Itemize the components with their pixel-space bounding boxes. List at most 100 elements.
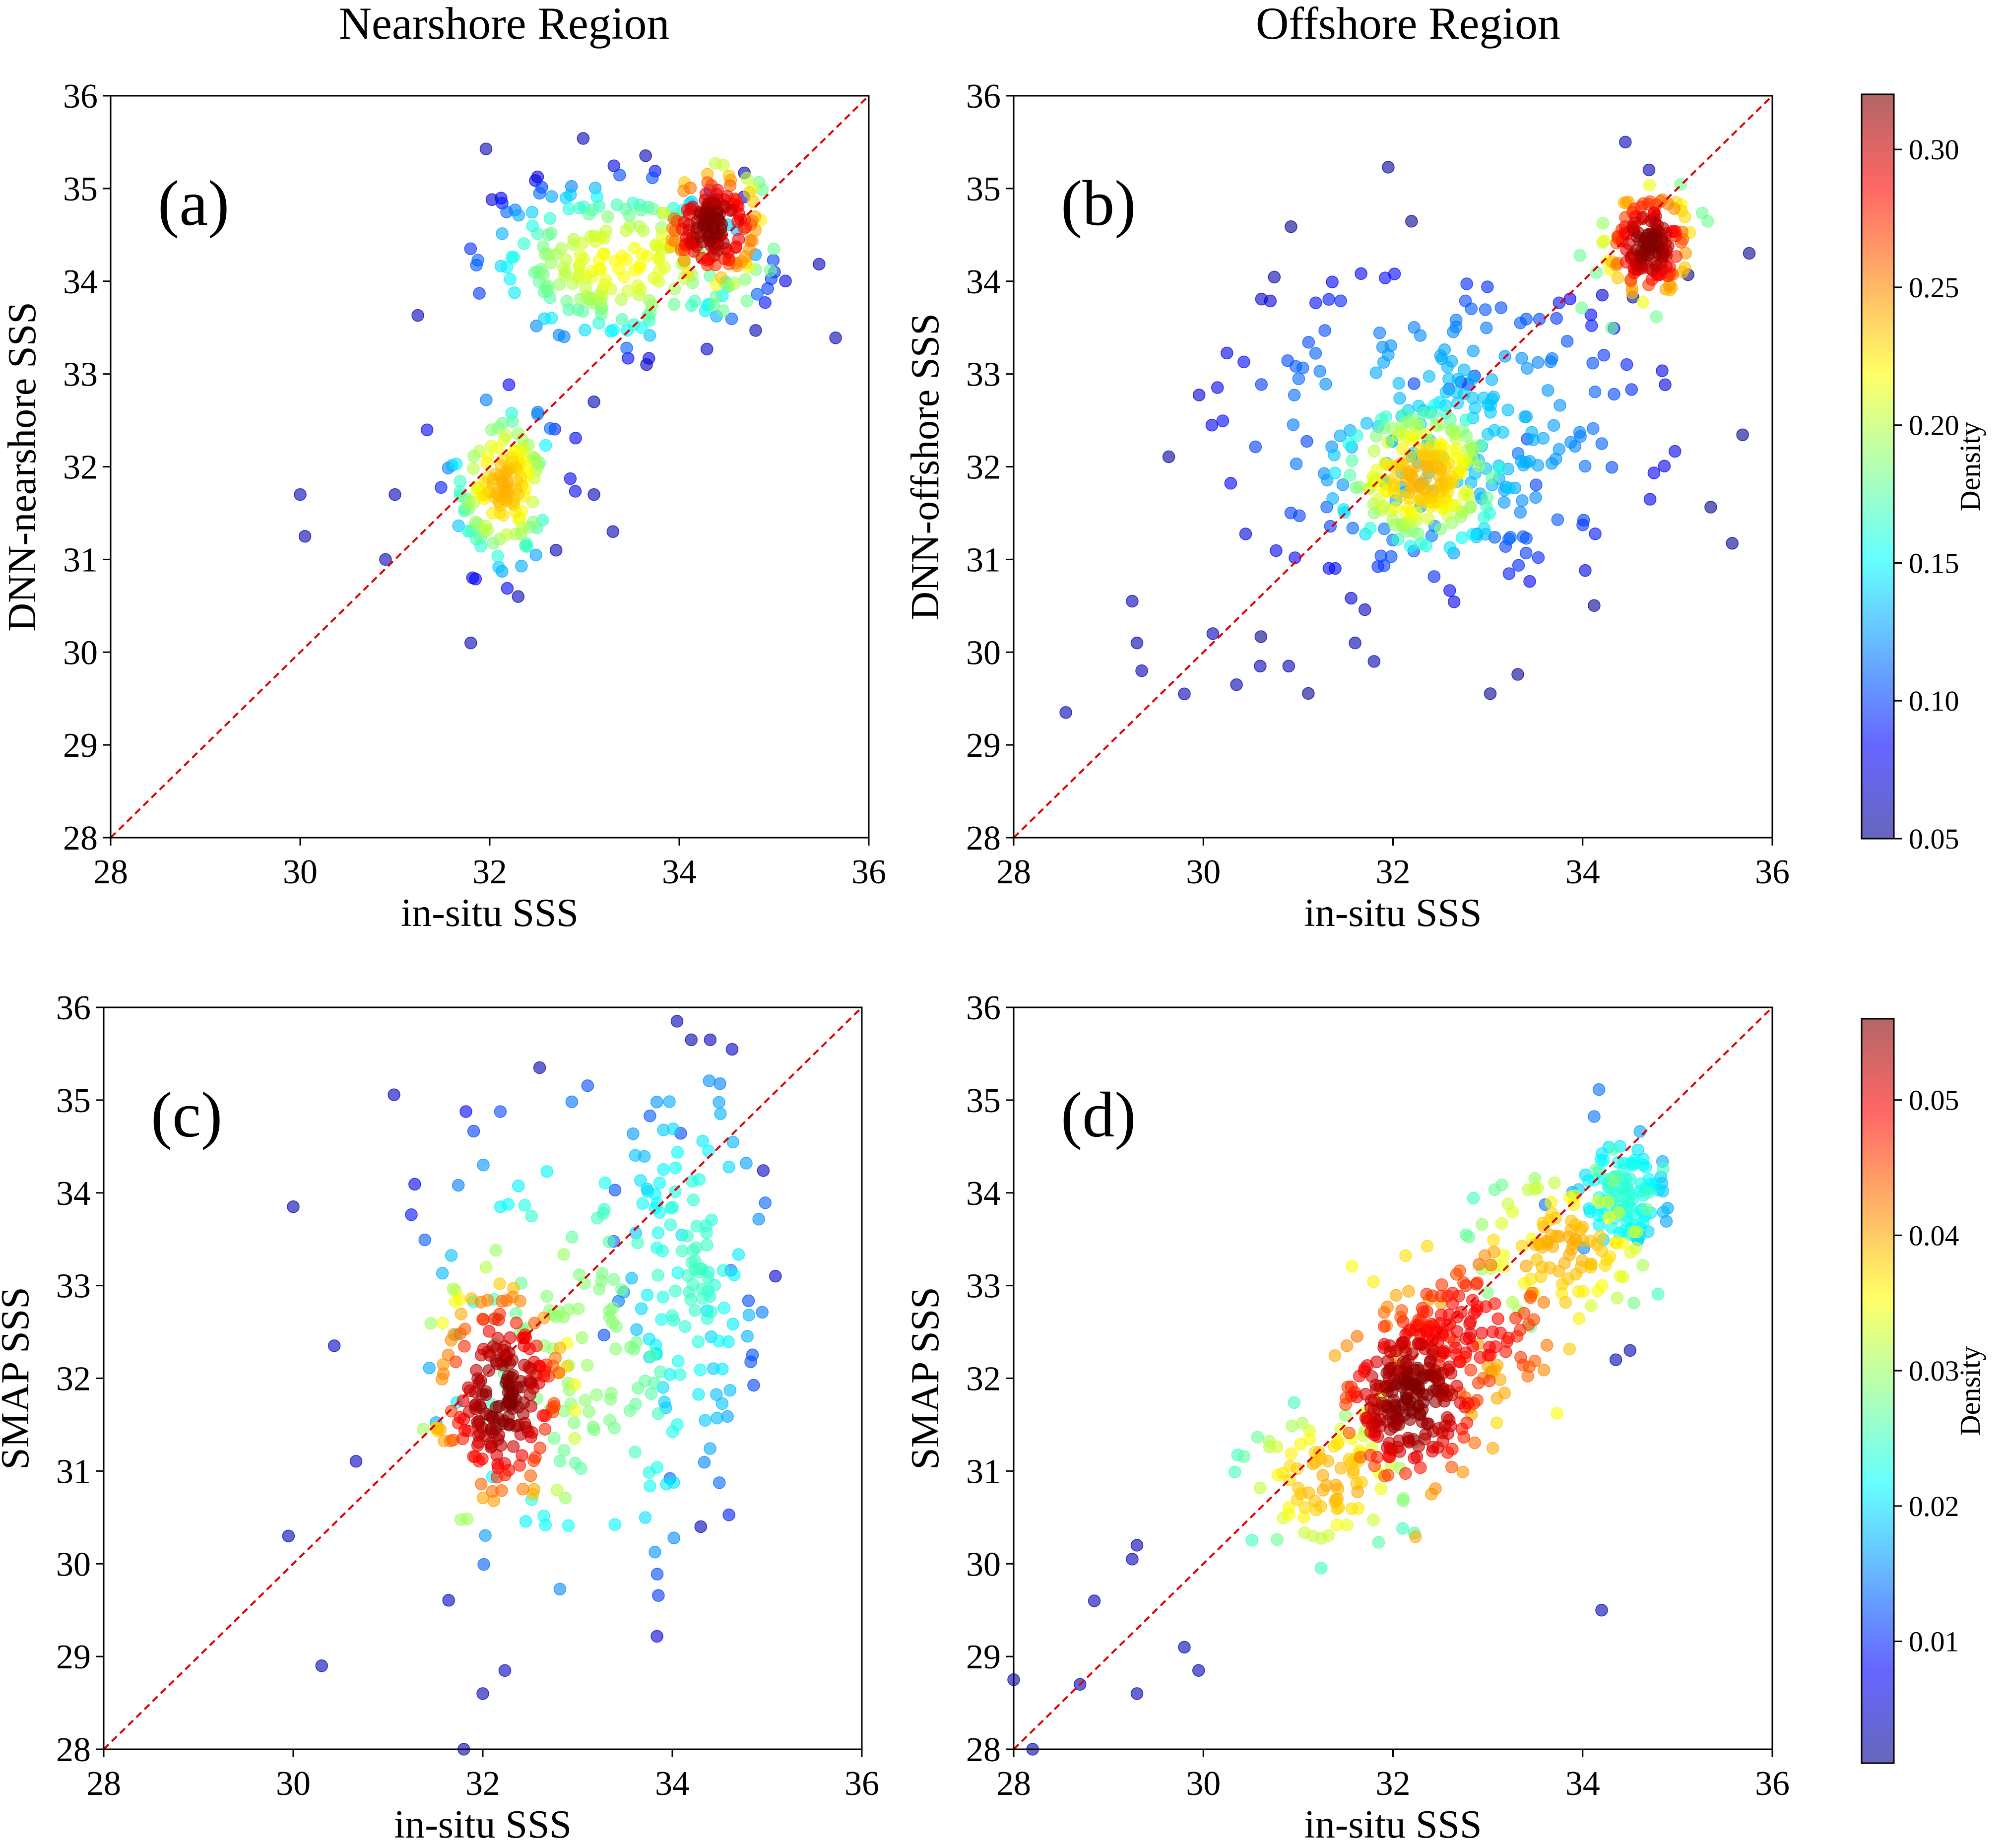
scatter-point <box>1454 1396 1467 1409</box>
scatter-point <box>1516 494 1529 507</box>
scatter-point <box>1287 418 1300 431</box>
scatter-point <box>676 1244 689 1257</box>
panel-c: 28 30 32 34 36 28 29 30 31 32 33 34 35 36 in-situ SSS S… <box>0 989 879 1847</box>
scatter-point <box>681 1230 694 1243</box>
scatter-point <box>602 1235 616 1249</box>
scatter-point <box>1397 1492 1410 1505</box>
scatter-points <box>1059 135 1756 719</box>
scatter-point <box>1328 1440 1341 1453</box>
scatter-point <box>569 1378 582 1391</box>
x-tick-label: 36 <box>844 1765 879 1803</box>
scatter-point <box>1532 551 1545 564</box>
scatter-point <box>713 1077 726 1090</box>
scatter-point <box>1367 445 1381 458</box>
panel-d: 28 30 32 34 36 28 29 30 31 32 33 34 35 36 in-situ SSS S… <box>904 989 1790 1847</box>
scatter-point <box>1459 1279 1473 1292</box>
scatter-point <box>692 1335 705 1348</box>
x-tick-label: 30 <box>1186 1765 1221 1803</box>
scatter-point <box>696 1134 709 1148</box>
scatter-point <box>769 1269 782 1283</box>
scatter-point <box>751 288 764 301</box>
scatter-point <box>1334 294 1347 308</box>
scatter-point <box>1596 217 1610 230</box>
scatter-point <box>1495 1179 1508 1191</box>
scatter-point <box>732 1248 745 1261</box>
scatter-point <box>1130 636 1144 650</box>
scatter-point <box>1473 1258 1486 1271</box>
scatter-point <box>1643 493 1657 506</box>
scatter-point <box>1126 594 1139 608</box>
scatter-point <box>1624 1246 1637 1259</box>
scatter-point <box>562 202 576 215</box>
scatter-point <box>453 1293 466 1306</box>
scatter-point <box>732 233 745 246</box>
scatter-point <box>658 1395 671 1409</box>
scatter-point <box>586 1420 600 1434</box>
scatter-point <box>1436 1346 1450 1359</box>
scatter-point <box>1330 1518 1344 1531</box>
scatter-point <box>1346 522 1359 534</box>
scatter-point <box>728 1268 741 1281</box>
x-axis-label: in-situ SSS <box>1304 1803 1482 1847</box>
scatter-point <box>417 1423 430 1436</box>
scatter-point <box>552 329 566 341</box>
scatter-point <box>498 1664 512 1677</box>
scatter-point <box>1537 1220 1551 1234</box>
scatter-point <box>608 1518 622 1531</box>
scatter-point <box>1543 1261 1556 1274</box>
scatter-point <box>456 1394 470 1407</box>
scatter-point <box>533 187 546 200</box>
scatter-point <box>420 423 434 436</box>
x-tick-label: 36 <box>851 853 886 891</box>
scatter-point <box>1370 1451 1384 1464</box>
scatter-point <box>759 296 772 309</box>
scatter-point <box>577 132 590 145</box>
scatter-point <box>1592 1083 1606 1096</box>
scatter-point <box>703 1074 716 1087</box>
scatter-point <box>1455 531 1469 544</box>
scatter-point <box>405 1208 418 1221</box>
scatter-point <box>545 227 558 240</box>
scatter-point <box>1264 294 1277 308</box>
scatter-point <box>740 172 753 185</box>
scatter-point <box>1611 1291 1624 1305</box>
scatter-point <box>1288 1396 1300 1409</box>
scatter-point <box>684 182 697 195</box>
scatter-point <box>1609 1236 1622 1250</box>
scatter-point <box>1528 1183 1541 1196</box>
scatter-point <box>559 265 573 279</box>
scatter-point <box>1668 445 1682 458</box>
scatter-point <box>1548 1176 1561 1189</box>
scatter-point <box>525 205 539 219</box>
x-tick-label: 30 <box>1186 853 1221 891</box>
colorbar-tick-label: 0.02 <box>1909 1490 1959 1522</box>
scatter-point <box>592 1283 606 1296</box>
scatter-point <box>583 207 595 221</box>
scatter-point <box>1575 301 1588 315</box>
scatter-point <box>1300 435 1313 448</box>
scatter-point <box>454 1308 468 1320</box>
scatter-point <box>1589 1164 1602 1177</box>
scatter-point <box>635 1302 648 1315</box>
scatter-point <box>643 294 656 307</box>
scatter-point <box>757 1164 770 1177</box>
scatter-point <box>492 441 505 455</box>
panel-a: 28 30 32 34 36 28 29 30 31 32 33 34 35 36 in-situ SSS D… <box>0 77 886 935</box>
scatter-point <box>327 1339 341 1352</box>
scatter-point <box>1382 161 1395 174</box>
scatter-point <box>597 1328 611 1342</box>
scatter-point <box>492 421 505 434</box>
scatter-point <box>609 255 622 267</box>
scatter-point <box>579 1394 592 1407</box>
scatter-point <box>1385 550 1398 563</box>
scatter-point <box>1419 472 1432 486</box>
scatter-point <box>492 561 505 574</box>
scatter-point <box>1328 466 1342 480</box>
scatter-point <box>587 488 600 501</box>
scatter-point <box>1597 348 1611 362</box>
scatter-point <box>1467 1191 1480 1205</box>
scatter-point <box>1502 567 1516 580</box>
colorbar-frame <box>1861 93 1895 840</box>
scatter-point <box>545 312 558 325</box>
scatter-point <box>623 1404 637 1417</box>
